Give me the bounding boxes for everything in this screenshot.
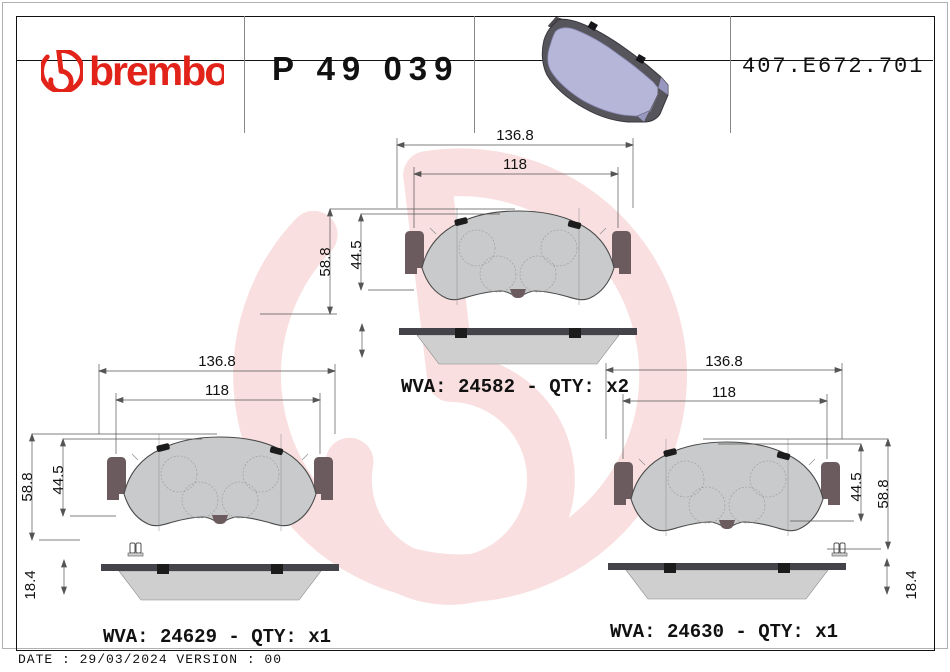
svg-text:WVA: 24629 - QTY: x1: WVA: 24629 - QTY: x1 — [103, 626, 331, 648]
svg-text:136.8: 136.8 — [198, 353, 236, 370]
svg-text:136.8: 136.8 — [496, 127, 534, 144]
svg-text:44.5: 44.5 — [50, 465, 67, 494]
svg-text:118: 118 — [503, 156, 527, 173]
svg-text:58.8: 58.8 — [19, 472, 36, 501]
svg-text:118: 118 — [205, 382, 229, 399]
svg-text:136.8: 136.8 — [705, 353, 743, 370]
svg-text:118: 118 — [712, 384, 736, 401]
svg-text:18.4: 18.4 — [903, 570, 920, 599]
svg-text:WVA: 24630 - QTY: x1: WVA: 24630 - QTY: x1 — [610, 621, 838, 643]
svg-text:18.4: 18.4 — [22, 570, 39, 599]
svg-text:58.8: 58.8 — [875, 479, 892, 508]
svg-text:44.5: 44.5 — [848, 472, 865, 501]
svg-text:58.8: 58.8 — [317, 247, 334, 276]
svg-text:WVA: 24582 - QTY: x2: WVA: 24582 - QTY: x2 — [401, 376, 629, 398]
svg-text:44.5: 44.5 — [348, 240, 365, 269]
